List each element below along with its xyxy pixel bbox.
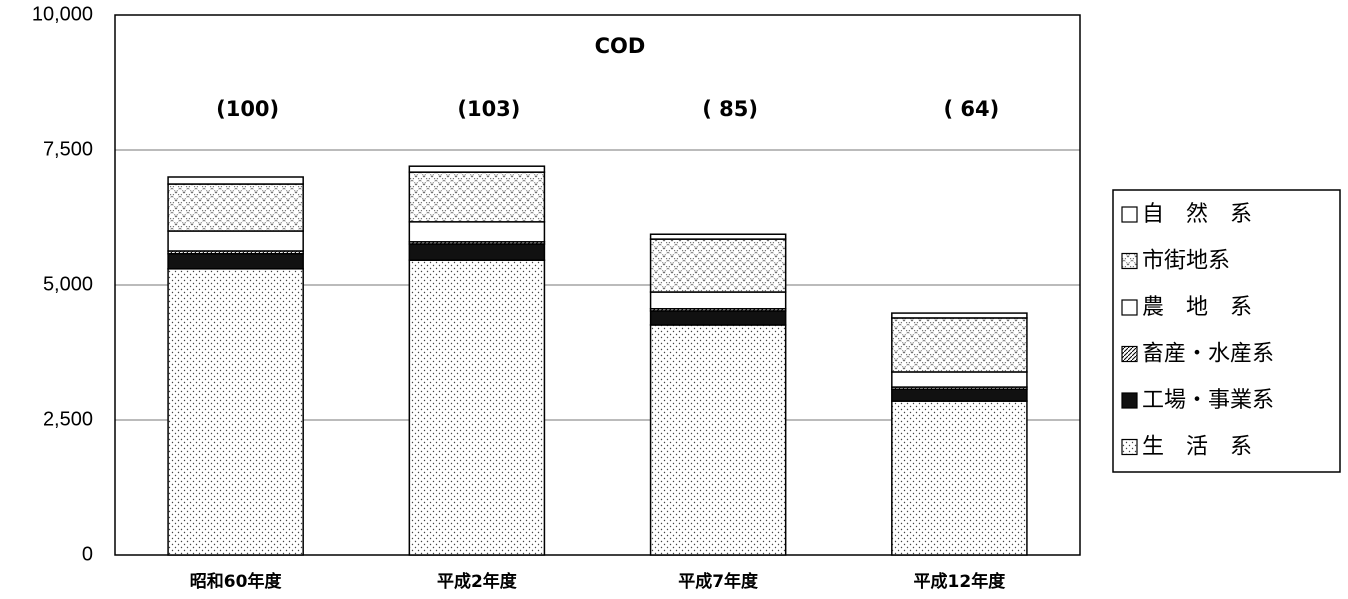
legend-swatch: [1121, 438, 1138, 456]
legend-label: 農 地 系: [1142, 295, 1252, 320]
legend-label: 市街地系: [1142, 249, 1230, 274]
annotation: (103): [457, 97, 520, 121]
chart-title: COD: [595, 34, 646, 58]
y-tick-label: 2,500: [43, 408, 93, 430]
legend-swatch: [1121, 392, 1138, 409]
plot-border: [114, 14, 1081, 556]
y-tick-label: 5,000: [43, 273, 93, 295]
bar-segment: [408, 243, 546, 261]
legend-box: [1112, 189, 1341, 473]
bar-segment: [891, 388, 1028, 402]
bar-segment: [649, 291, 787, 310]
bar-segment: [167, 252, 304, 270]
legend-swatch: [1121, 345, 1138, 363]
legend-label: 自 然 系: [1142, 202, 1252, 227]
bar-segment: [408, 221, 546, 243]
bar-segment: [167, 176, 304, 185]
legend-swatch: [1121, 299, 1138, 316]
x-tick-label: 平成2年度: [437, 571, 518, 592]
annotation: (100): [216, 97, 279, 121]
x-tick-label: 平成7年度: [678, 571, 759, 592]
bar-segment: [167, 268, 304, 556]
annotation: ( 85): [702, 97, 758, 121]
bar-segment: [891, 400, 1028, 556]
bar-segment: [891, 317, 1028, 373]
y-tick-label: 10,000: [32, 3, 93, 25]
annotation: ( 64): [944, 97, 1000, 121]
y-tick-label: 7,500: [43, 138, 93, 160]
bar-segment: [408, 165, 546, 173]
bar-segment: [408, 259, 546, 556]
bar-segment: [649, 310, 787, 326]
legend-label: 生 活 系: [1142, 435, 1252, 460]
legend-swatch: [1121, 206, 1138, 223]
bar-segment: [891, 371, 1028, 388]
legend-swatch: [1121, 252, 1138, 270]
x-tick-label: 平成12年度: [914, 571, 1007, 592]
bar-segment: [649, 233, 787, 240]
bar-segment: [649, 238, 787, 293]
bar-segment: [649, 324, 787, 556]
legend-label: 畜産・水産系: [1142, 342, 1274, 367]
bar-segment: [167, 230, 304, 252]
legend-label: 工場・事業系: [1142, 388, 1274, 413]
x-tick-label: 昭和60年度: [190, 571, 283, 592]
bar-segment: [167, 183, 304, 232]
bar-segment: [891, 312, 1028, 319]
y-tick-label: 0: [82, 543, 93, 565]
bar-segment: [408, 171, 546, 223]
